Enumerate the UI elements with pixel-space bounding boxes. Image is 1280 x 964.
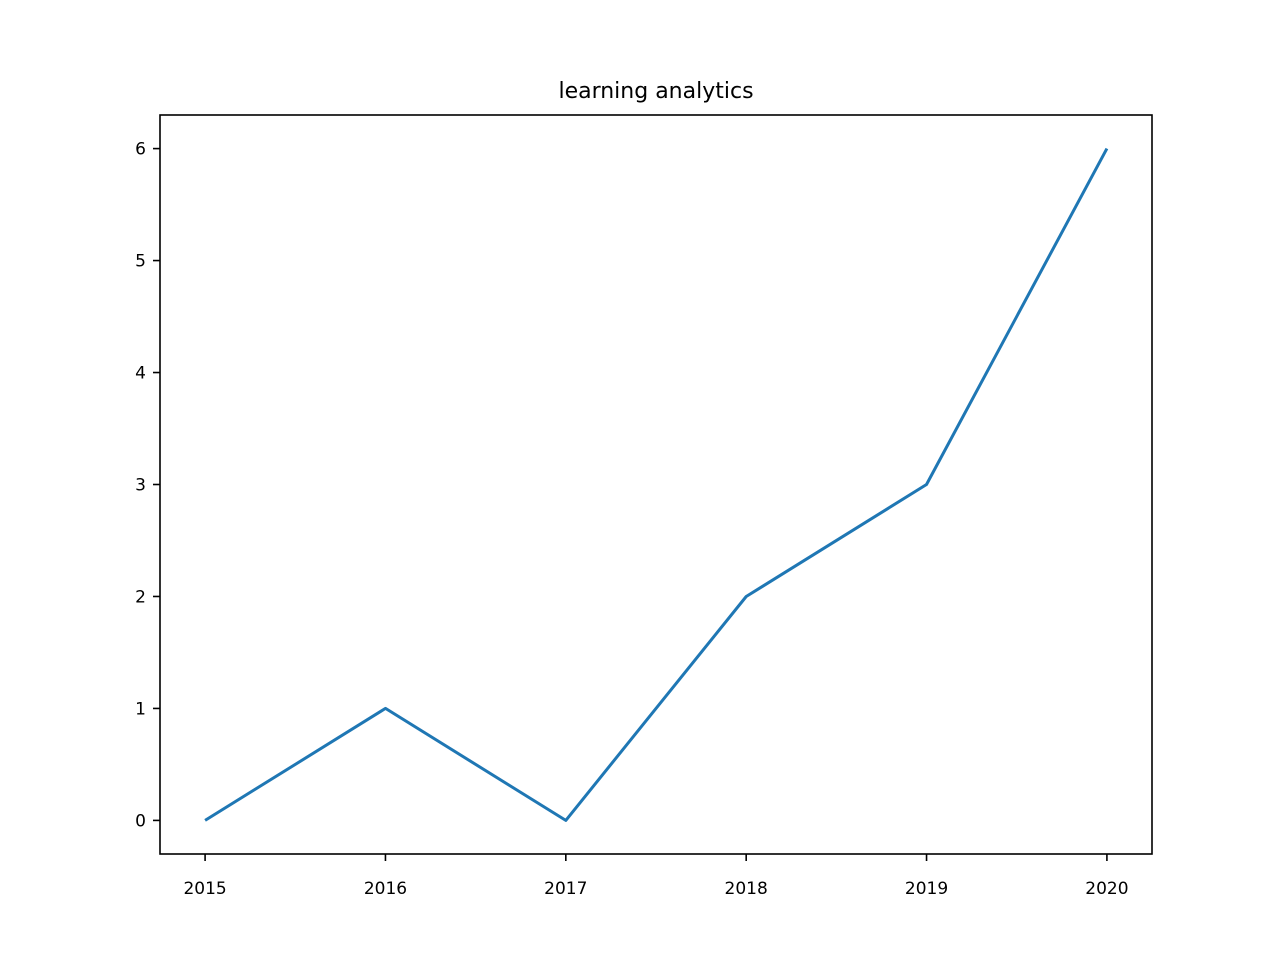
- chart-title: learning analytics: [558, 79, 753, 104]
- x-tick-label: 2020: [1085, 879, 1128, 899]
- y-tick-label: 1: [135, 699, 146, 719]
- x-tick-label: 2018: [725, 879, 768, 899]
- x-tick-label: 2016: [364, 879, 407, 899]
- y-tick-label: 5: [135, 252, 146, 272]
- y-tick-label: 3: [135, 476, 146, 496]
- y-tick-label: 2: [135, 587, 146, 607]
- x-tick-label: 2017: [544, 879, 587, 899]
- y-tick-label: 4: [135, 364, 146, 384]
- y-tick-label: 6: [135, 140, 146, 160]
- y-tick-label: 0: [135, 811, 146, 831]
- x-tick-label: 2019: [905, 879, 948, 899]
- x-tick-label: 2015: [183, 879, 226, 899]
